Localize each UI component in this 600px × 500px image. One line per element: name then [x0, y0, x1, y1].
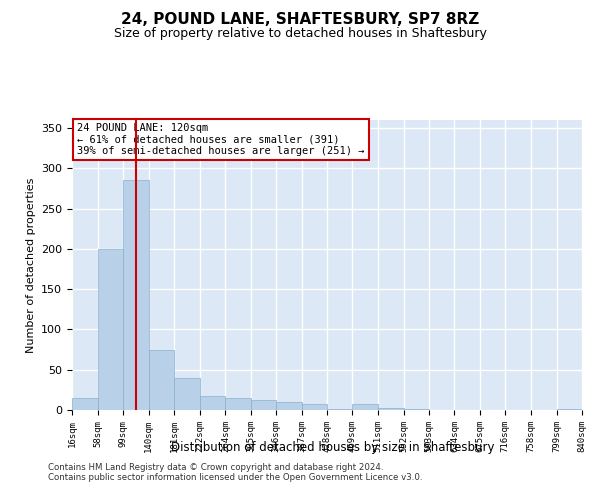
Text: Size of property relative to detached houses in Shaftesbury: Size of property relative to detached ho… — [113, 28, 487, 40]
Bar — [557, 409, 582, 410]
Bar — [199, 396, 226, 410]
Y-axis label: Number of detached properties: Number of detached properties — [26, 178, 35, 352]
Bar — [72, 398, 98, 410]
Bar — [379, 408, 404, 410]
Bar — [174, 378, 199, 410]
Text: Contains public sector information licensed under the Open Government Licence v3: Contains public sector information licen… — [48, 474, 422, 482]
Text: 24, POUND LANE, SHAFTESBURY, SP7 8RZ: 24, POUND LANE, SHAFTESBURY, SP7 8RZ — [121, 12, 479, 28]
Bar — [276, 402, 302, 410]
Bar — [98, 249, 124, 410]
Text: Distribution of detached houses by size in Shaftesbury: Distribution of detached houses by size … — [171, 441, 495, 454]
Bar — [251, 400, 276, 410]
Text: 24 POUND LANE: 120sqm
← 61% of detached houses are smaller (391)
39% of semi-det: 24 POUND LANE: 120sqm ← 61% of detached … — [77, 123, 365, 156]
Bar — [302, 404, 327, 410]
Bar — [352, 404, 379, 410]
Bar — [404, 409, 429, 410]
Bar — [149, 350, 174, 410]
Bar — [226, 398, 251, 410]
Text: Contains HM Land Registry data © Crown copyright and database right 2024.: Contains HM Land Registry data © Crown c… — [48, 464, 383, 472]
Bar — [327, 409, 352, 410]
Bar — [124, 180, 149, 410]
